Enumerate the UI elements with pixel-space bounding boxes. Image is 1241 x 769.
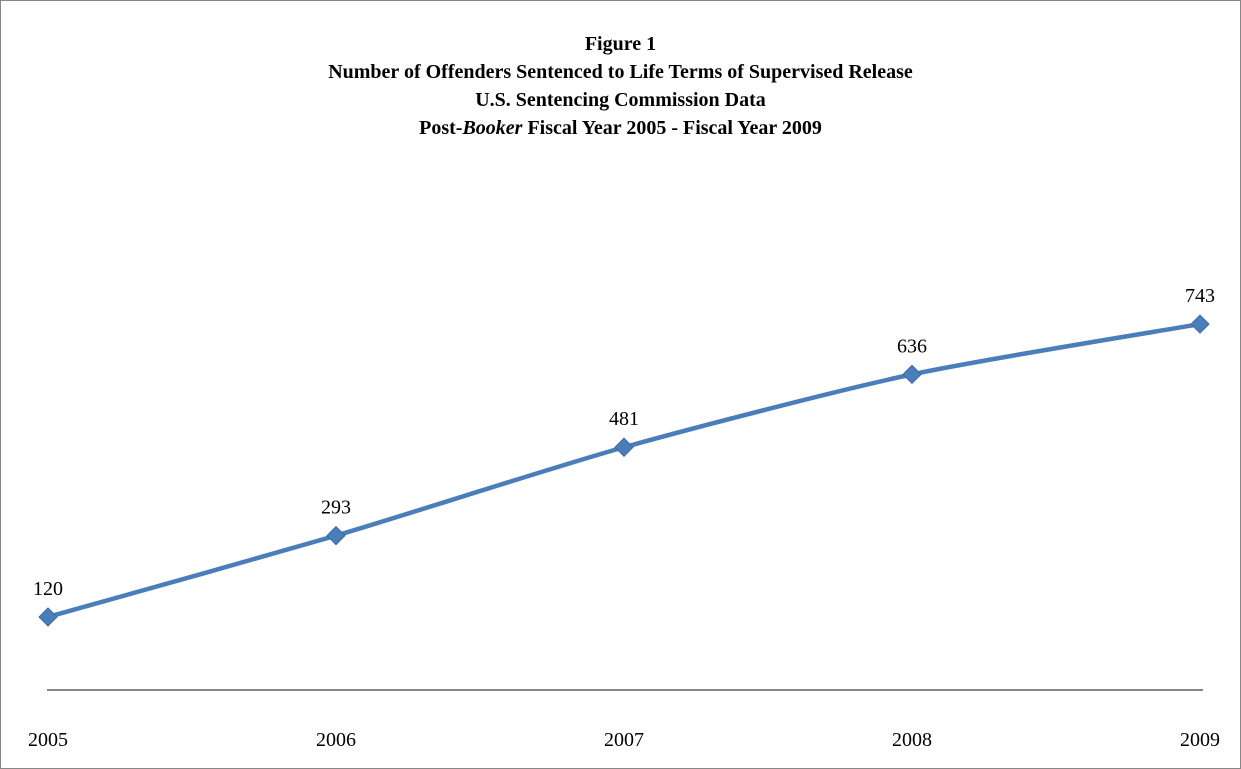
data-label-2007: 481	[609, 408, 639, 430]
x-tick-labels-layer: 2005 2006 2007 2008 2009	[28, 729, 1220, 751]
data-labels-layer: 120 293 481 636 743	[33, 285, 1215, 600]
data-label-2009: 743	[1185, 285, 1215, 307]
data-point-marker-2005	[38, 607, 58, 627]
series-layer	[38, 314, 1210, 627]
title-line-4: Post-Booker Fiscal Year 2005 - Fiscal Ye…	[0, 114, 1241, 142]
x-tick-label-2007: 2007	[604, 729, 644, 751]
title-line-4-italic: Booker	[462, 117, 523, 139]
title-line-4-suffix: Fiscal Year 2005 - Fiscal Year 2009	[522, 117, 822, 139]
title-line-2: Number of Offenders Sentenced to Life Te…	[328, 61, 913, 83]
data-point-marker-2008	[902, 364, 922, 385]
x-tick-label-2005: 2005	[28, 729, 68, 751]
data-label-2005: 120	[33, 578, 63, 600]
chart-title: Figure 1 Number of Offenders Sentenced t…	[0, 30, 1241, 142]
data-point-marker-2007	[614, 437, 634, 457]
data-label-2006: 293	[321, 497, 351, 519]
data-label-2008: 636	[897, 335, 927, 357]
series-line	[45, 321, 1203, 620]
data-point-marker-2009	[1190, 314, 1210, 334]
title-line-1: Figure 1	[584, 33, 657, 55]
x-tick-label-2008: 2008	[892, 729, 932, 751]
x-tick-label-2009: 2009	[1180, 729, 1220, 751]
title-line-4-prefix: Post-	[419, 117, 463, 139]
x-tick-label-2006: 2006	[316, 729, 356, 751]
title-line-3: U.S. Sentencing Commission Data	[475, 89, 766, 111]
data-point-marker-2006	[326, 525, 346, 546]
